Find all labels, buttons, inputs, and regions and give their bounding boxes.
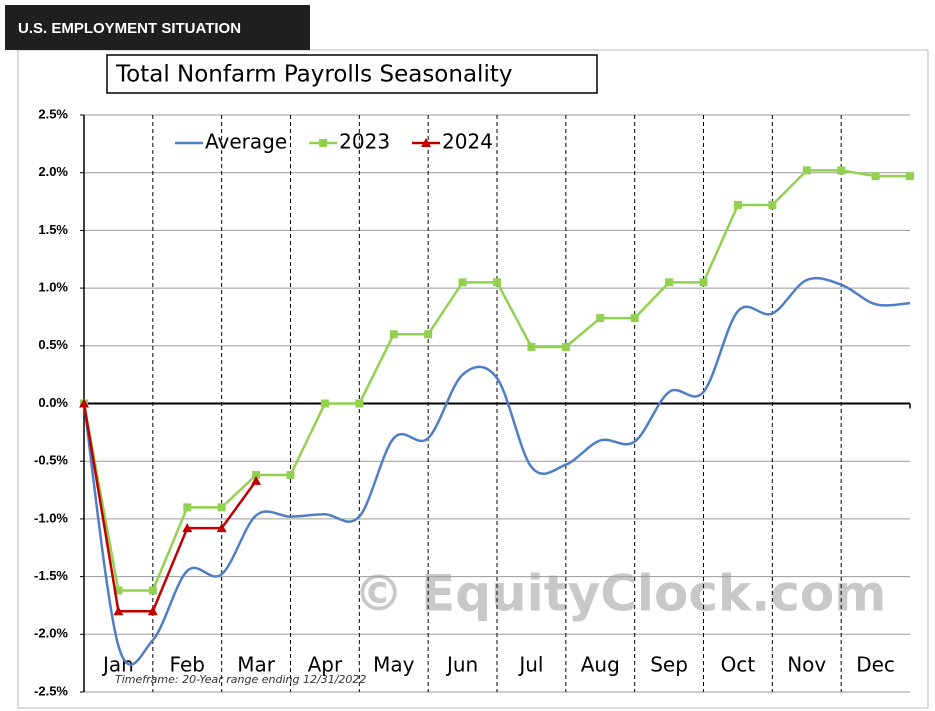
point bbox=[458, 278, 467, 287]
point bbox=[493, 278, 501, 287]
legend-marker bbox=[319, 139, 328, 147]
y-tick-label: -0.5% bbox=[34, 453, 68, 468]
x-tick-label: Mar bbox=[237, 653, 276, 677]
legend-marker bbox=[421, 138, 432, 147]
y-tick-label: -2.5% bbox=[34, 683, 68, 698]
x-tick-label: Oct bbox=[721, 653, 756, 677]
legend-label: 2023 bbox=[339, 130, 390, 154]
point bbox=[837, 166, 846, 175]
point bbox=[251, 475, 262, 485]
x-tick-label: Jul bbox=[517, 653, 543, 677]
y-tick-label: 0.0% bbox=[38, 395, 68, 410]
point bbox=[802, 166, 811, 175]
y-tick-label: -2.0% bbox=[34, 626, 68, 641]
x-tick-label: Sep bbox=[650, 653, 688, 677]
point bbox=[733, 201, 742, 210]
series-line bbox=[82, 276, 911, 666]
point bbox=[355, 399, 364, 408]
legend-label: 2024 bbox=[442, 130, 493, 154]
header: U.S. EMPLOYMENT SITUATION bbox=[18, 20, 241, 37]
y-tick-label: -1.5% bbox=[34, 568, 68, 583]
point bbox=[424, 330, 433, 339]
point bbox=[768, 201, 777, 210]
point bbox=[320, 399, 329, 408]
title-box bbox=[106, 54, 598, 94]
header-bg bbox=[5, 5, 310, 50]
chart-frame bbox=[17, 49, 929, 709]
y-tick-label: 2.5% bbox=[38, 106, 68, 121]
watermark: © EquityClock.com bbox=[354, 565, 887, 623]
legend-label: Average bbox=[205, 130, 287, 154]
x-tick-label: Jun bbox=[445, 653, 478, 677]
point bbox=[182, 523, 193, 533]
point bbox=[389, 330, 398, 339]
point bbox=[216, 523, 227, 533]
point bbox=[286, 471, 295, 480]
y-tick-label: 0.5% bbox=[38, 337, 68, 352]
x-tick-label: May bbox=[373, 653, 415, 677]
point bbox=[114, 586, 123, 595]
point bbox=[217, 503, 226, 512]
point bbox=[147, 606, 158, 616]
footnote: Timeframe: 20-Year range ending 12/31/20… bbox=[115, 673, 366, 686]
y-tick-label: 2.0% bbox=[38, 164, 68, 179]
point bbox=[699, 278, 708, 287]
point bbox=[527, 342, 536, 351]
point bbox=[665, 278, 674, 287]
point bbox=[630, 314, 639, 323]
point bbox=[252, 471, 261, 480]
y-tick-label: 1.0% bbox=[38, 280, 68, 295]
chart-title: Total Nonfarm Payrolls Seasonality bbox=[115, 62, 512, 88]
x-tick-label: Apr bbox=[308, 653, 343, 677]
point bbox=[183, 503, 192, 512]
x-tick-label: Nov bbox=[787, 653, 826, 677]
point bbox=[871, 172, 880, 181]
point bbox=[906, 172, 914, 181]
point bbox=[113, 606, 124, 616]
x-tick-label: Dec bbox=[856, 653, 895, 677]
series-line bbox=[82, 403, 258, 613]
point bbox=[561, 342, 570, 351]
point bbox=[79, 398, 89, 408]
y-tick-label: -1.0% bbox=[34, 510, 68, 525]
x-tick-label: Aug bbox=[581, 653, 620, 677]
x-tick-label: Feb bbox=[170, 653, 205, 677]
point bbox=[596, 314, 605, 323]
y-tick-label: 1.5% bbox=[38, 222, 68, 237]
point bbox=[148, 586, 157, 595]
